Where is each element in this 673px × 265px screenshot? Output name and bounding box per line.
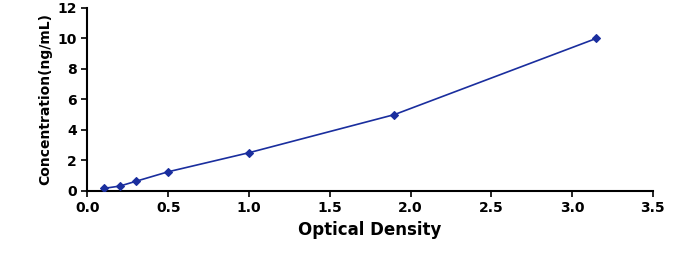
X-axis label: Optical Density: Optical Density [298,221,442,239]
Y-axis label: Concentration(ng/mL): Concentration(ng/mL) [38,13,52,185]
